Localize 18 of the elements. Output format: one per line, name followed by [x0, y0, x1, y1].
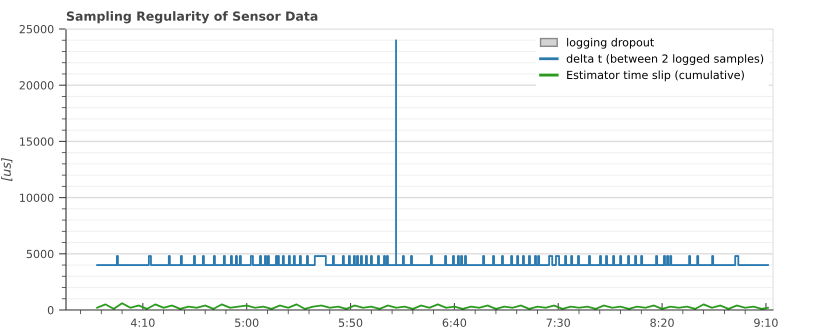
y-tick-label: 10000 [20, 194, 54, 202]
x-tick-label: 5:00 [235, 318, 258, 327]
legend-label: Estimator time slip (cumulative) [567, 70, 744, 82]
y-tick-label: 5000 [26, 250, 54, 258]
y-tick-label: 25000 [20, 24, 54, 34]
y-tick-label: 15000 [20, 137, 54, 146]
x-tick-label: 9:10 [754, 318, 778, 327]
x-tick-label: 5:50 [338, 318, 362, 327]
x-tick-label: 8:20 [650, 318, 674, 327]
x-tick-label: 6:40 [442, 318, 466, 327]
chart-title: Sampling Regularity of Sensor Data [66, 11, 318, 24]
x-tick-label: 7:30 [546, 318, 570, 327]
legend-label: delta t (between 2 logged samples) [566, 54, 764, 65]
y-axis-title: [us] [1, 158, 12, 182]
legend-label: logging dropout [567, 38, 654, 49]
y-tick-label: 0 [48, 306, 54, 314]
y-tick-label: 20000 [20, 81, 54, 90]
x-tick-label: 4:10 [130, 318, 155, 327]
